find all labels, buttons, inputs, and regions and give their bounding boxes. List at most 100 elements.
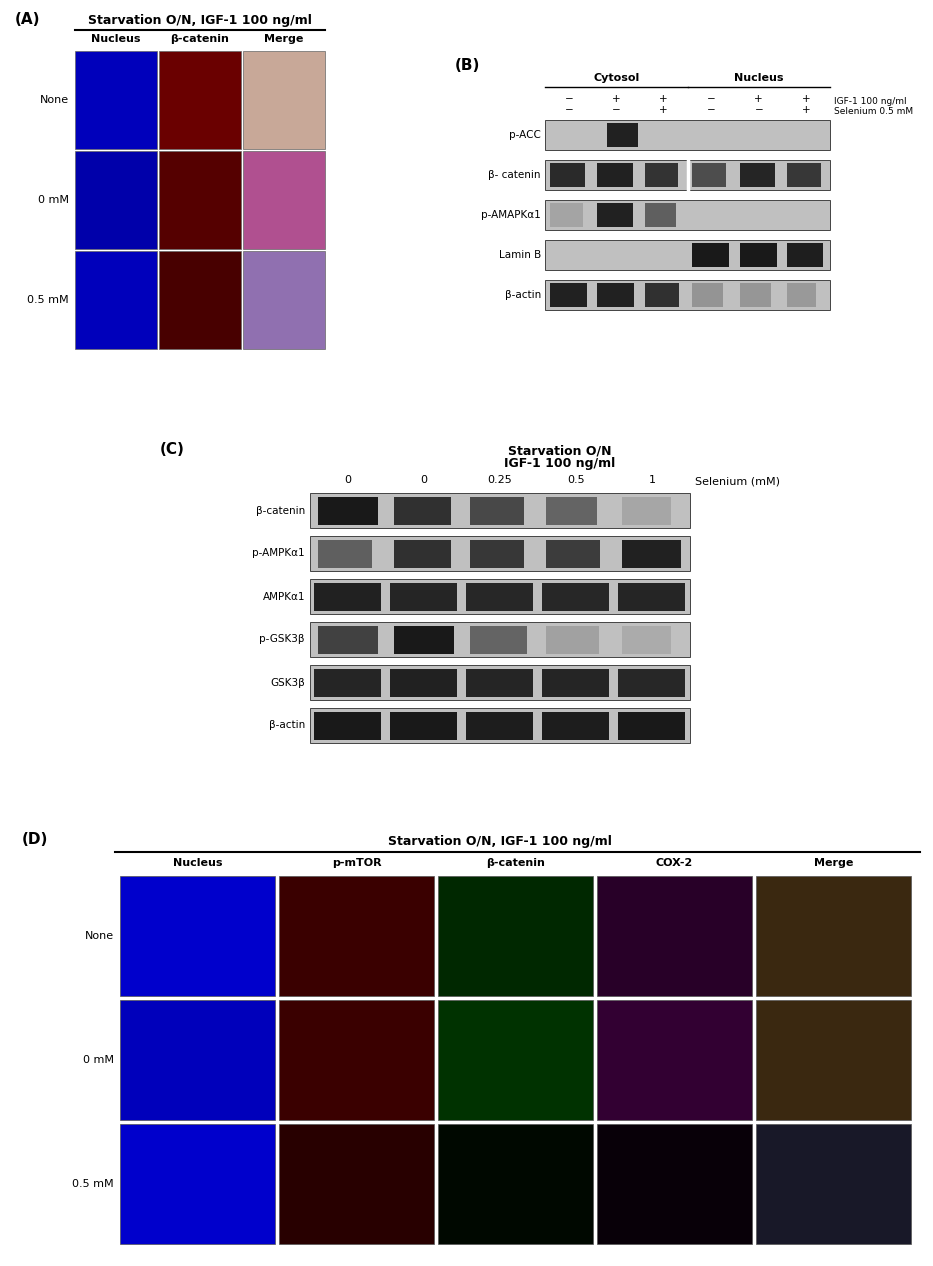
Text: −: −: [564, 105, 573, 115]
Text: −: −: [707, 105, 716, 115]
Text: β-catenin: β-catenin: [171, 34, 230, 44]
Text: (C): (C): [160, 442, 185, 457]
Text: Starvation O/N, IGF-1 100 ng/ml: Starvation O/N, IGF-1 100 ng/ml: [388, 836, 612, 848]
Bar: [597, 876, 752, 996]
Text: −: −: [612, 105, 620, 115]
Bar: [75, 51, 157, 149]
Text: p-mTOR: p-mTOR: [332, 858, 382, 868]
Text: COX-2: COX-2: [656, 858, 693, 868]
Bar: [466, 668, 533, 696]
Bar: [545, 160, 830, 190]
Bar: [542, 582, 608, 610]
Text: Nucleus: Nucleus: [173, 858, 222, 868]
Bar: [159, 151, 241, 249]
Text: 0.5: 0.5: [567, 475, 585, 485]
Text: AMPKα1: AMPKα1: [262, 591, 305, 601]
Bar: [469, 539, 524, 567]
Bar: [243, 251, 325, 349]
Bar: [466, 582, 533, 610]
Bar: [645, 163, 678, 187]
Bar: [310, 579, 690, 614]
Bar: [120, 1124, 275, 1244]
Bar: [313, 668, 381, 696]
Bar: [390, 711, 456, 739]
Text: 1: 1: [648, 475, 656, 485]
Text: β-catenin: β-catenin: [486, 858, 545, 868]
Text: Merge: Merge: [814, 858, 853, 868]
Bar: [469, 496, 524, 524]
Text: Selenium (mM): Selenium (mM): [695, 477, 780, 487]
Text: None: None: [85, 931, 114, 941]
Bar: [159, 251, 241, 349]
Text: Cytosol: Cytosol: [593, 73, 639, 84]
Text: 0.25: 0.25: [488, 475, 512, 485]
Bar: [317, 496, 379, 524]
Bar: [546, 539, 600, 567]
Text: +: +: [802, 94, 811, 104]
Bar: [545, 200, 830, 230]
Bar: [740, 243, 777, 267]
Text: Merge: Merge: [264, 34, 303, 44]
Bar: [313, 582, 381, 610]
Text: 0: 0: [344, 475, 352, 485]
Text: +: +: [802, 105, 811, 115]
Bar: [645, 203, 675, 227]
Text: 0: 0: [421, 475, 427, 485]
Bar: [310, 536, 690, 571]
Bar: [310, 492, 690, 528]
Bar: [390, 668, 456, 696]
Text: −: −: [707, 94, 716, 104]
Bar: [692, 284, 723, 306]
Bar: [621, 625, 671, 653]
Bar: [597, 163, 633, 187]
Text: Nucleus: Nucleus: [91, 34, 141, 44]
Bar: [597, 1000, 752, 1120]
Bar: [438, 1124, 593, 1244]
Bar: [756, 1124, 911, 1244]
Bar: [310, 622, 690, 657]
Bar: [75, 251, 157, 349]
Text: p-GSK3β: p-GSK3β: [259, 634, 305, 644]
Bar: [545, 241, 830, 270]
Bar: [243, 151, 325, 249]
Bar: [606, 123, 637, 147]
Bar: [550, 284, 587, 306]
Bar: [542, 711, 608, 739]
Bar: [243, 51, 325, 149]
Bar: [542, 668, 608, 696]
Bar: [310, 665, 690, 700]
Text: 0 mM: 0 mM: [83, 1055, 114, 1065]
Bar: [597, 284, 634, 306]
Bar: [618, 711, 685, 739]
Bar: [546, 496, 597, 524]
Bar: [390, 582, 456, 610]
Bar: [466, 711, 533, 739]
Text: IGF-1 100 ng/ml: IGF-1 100 ng/ml: [505, 457, 616, 470]
Text: β- catenin: β- catenin: [489, 170, 541, 180]
Text: (A): (A): [15, 11, 40, 27]
Text: β-actin: β-actin: [505, 290, 541, 300]
Text: None: None: [40, 95, 69, 105]
Bar: [787, 243, 823, 267]
Bar: [550, 163, 585, 187]
Bar: [310, 708, 690, 743]
Bar: [317, 539, 372, 567]
Text: Starvation O/N, IGF-1 100 ng/ml: Starvation O/N, IGF-1 100 ng/ml: [88, 14, 312, 27]
Bar: [756, 876, 911, 996]
Bar: [692, 243, 730, 267]
Bar: [546, 625, 599, 653]
Text: Lamin B: Lamin B: [499, 249, 541, 260]
Text: 0.5 mM: 0.5 mM: [27, 295, 69, 305]
Bar: [621, 496, 671, 524]
Bar: [740, 284, 771, 306]
Bar: [550, 203, 583, 227]
Bar: [692, 163, 726, 187]
Bar: [394, 539, 451, 567]
Bar: [645, 284, 679, 306]
Bar: [597, 203, 633, 227]
Text: β-catenin: β-catenin: [256, 505, 305, 515]
Bar: [545, 280, 830, 310]
Text: +: +: [755, 94, 763, 104]
Bar: [75, 151, 157, 249]
Bar: [438, 1000, 593, 1120]
